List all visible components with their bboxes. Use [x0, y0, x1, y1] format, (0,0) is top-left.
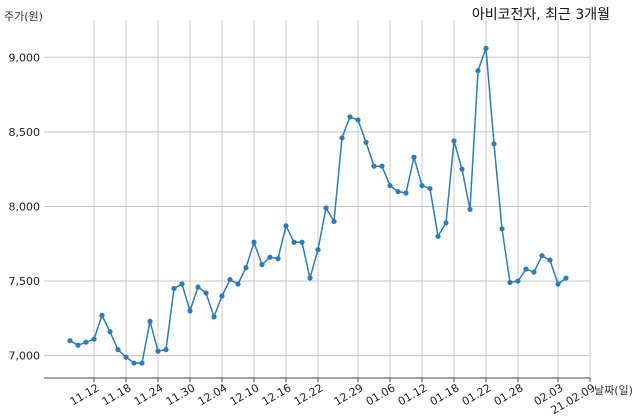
- data-point: [467, 206, 473, 213]
- data-point: [187, 308, 193, 314]
- data-point: [355, 117, 361, 123]
- data-point: [379, 163, 385, 169]
- data-point: [179, 281, 185, 287]
- data-point: [539, 253, 545, 259]
- data-point: [219, 293, 225, 299]
- x-tick-label: 12.22: [292, 381, 326, 408]
- series-layer: [67, 45, 569, 366]
- data-point: [171, 285, 177, 292]
- data-point: [515, 278, 521, 284]
- data-point: [547, 257, 553, 263]
- data-point: [283, 223, 289, 229]
- y-tick-label: 7,000: [9, 350, 41, 363]
- data-point: [339, 135, 345, 141]
- data-point: [67, 338, 73, 344]
- x-tick-label: 01.18: [428, 381, 462, 408]
- x-tick-label: 01.12: [396, 381, 430, 408]
- data-point: [203, 290, 209, 296]
- y-tick-label: 8,000: [9, 200, 41, 213]
- chart-title: 아비코전자, 최근 3개월: [471, 7, 610, 23]
- data-point: [91, 336, 97, 342]
- data-point: [443, 220, 449, 226]
- data-point: [411, 154, 417, 160]
- data-point: [419, 182, 425, 189]
- x-axis-label: 날짜(일): [594, 384, 633, 397]
- data-point: [75, 342, 81, 348]
- data-point: [483, 45, 489, 51]
- x-tick-label: 11.24: [132, 381, 166, 408]
- data-point: [147, 318, 153, 324]
- data-point: [251, 239, 257, 245]
- data-point: [331, 218, 337, 224]
- y-tick-label: 8,500: [9, 126, 41, 139]
- data-point: [155, 348, 161, 354]
- data-point: [195, 284, 201, 290]
- data-point: [523, 266, 529, 272]
- data-point: [227, 276, 233, 283]
- x-tick-label: 01.06: [364, 381, 398, 408]
- grid: [44, 20, 591, 378]
- x-tick-label: 01.22: [460, 381, 494, 408]
- data-point: [139, 360, 145, 366]
- data-point: [395, 188, 401, 195]
- data-point: [107, 329, 113, 335]
- x-tick-label: 12.04: [196, 381, 230, 408]
- data-point: [363, 139, 369, 145]
- data-point: [323, 205, 329, 211]
- data-point: [291, 239, 297, 245]
- y-axis-label: 주가(원): [4, 10, 43, 23]
- x-tick-label: 12.16: [260, 381, 294, 408]
- data-point: [531, 269, 537, 275]
- data-point: [507, 279, 513, 286]
- data-point: [427, 185, 433, 192]
- x-tick-label: 11.18: [100, 381, 134, 408]
- data-point: [275, 256, 281, 262]
- data-point: [315, 247, 321, 253]
- data-point: [435, 233, 441, 239]
- data-point: [83, 339, 89, 345]
- data-point: [307, 275, 313, 281]
- x-tick-label: 01.28: [492, 381, 526, 408]
- data-point: [299, 239, 305, 245]
- data-point: [115, 347, 121, 353]
- x-tick-label: 11.12: [68, 381, 102, 408]
- data-point: [131, 360, 137, 366]
- y-tick-label: 7,500: [9, 275, 41, 288]
- data-point: [99, 312, 105, 318]
- x-tick-label: 12.29: [332, 381, 366, 408]
- data-point: [347, 114, 353, 120]
- data-point: [123, 354, 129, 360]
- data-point: [235, 281, 241, 287]
- data-point: [211, 314, 217, 320]
- data-point: [267, 254, 273, 260]
- data-point: [499, 226, 505, 232]
- data-point: [451, 138, 457, 144]
- data-point: [491, 141, 497, 147]
- data-point: [259, 262, 265, 268]
- data-point: [243, 265, 249, 271]
- data-point: [371, 163, 377, 169]
- data-point: [163, 347, 169, 353]
- data-point: [387, 182, 393, 189]
- y-tick-label: 9,000: [9, 51, 41, 64]
- data-point: [403, 190, 409, 196]
- x-tick-label: 11.30: [164, 381, 198, 408]
- axes: 7,000 7,500 8,000 8,500 9,000 11.1211.1811.24…: [9, 51, 598, 417]
- data-point: [555, 281, 561, 287]
- data-point: [459, 166, 465, 172]
- x-tick-label: 12.10: [228, 381, 262, 408]
- data-point: [563, 275, 569, 281]
- data-point: [475, 68, 481, 74]
